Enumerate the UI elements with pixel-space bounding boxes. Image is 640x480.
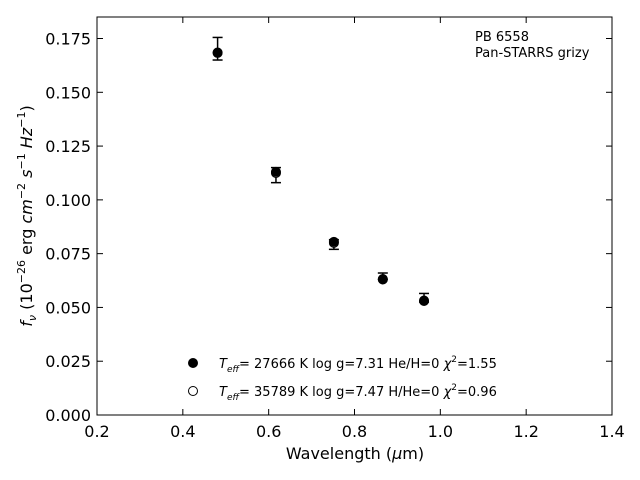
y-tick-label: 0.100 [45, 191, 91, 210]
x-tick-label: 1.2 [513, 422, 538, 441]
x-tick-label: 0.2 [84, 422, 109, 441]
x-tick-label: 1.0 [428, 422, 453, 441]
legend-marker-filled [188, 358, 198, 368]
y-tick-label: 0.025 [45, 352, 91, 371]
x-axis-label: Wavelength (μm) [286, 444, 424, 463]
model-point-filled [212, 47, 223, 58]
x-tick-label: 0.8 [342, 422, 367, 441]
annotation-line-1: PB 6558 [475, 30, 529, 45]
x-tick-label: 0.4 [170, 422, 195, 441]
x-tick-label: 0.6 [256, 422, 281, 441]
y-tick-label: 0.150 [45, 83, 91, 102]
legend-entry-2: Teff= 35789 K log g=7.47 H/He=0 χ2=0.96 [219, 383, 497, 403]
annotation-line-2: Pan-STARRS grizy [475, 46, 590, 61]
legend-marker-open [188, 386, 198, 396]
plot-frame [96, 16, 613, 416]
legend: Teff= 27666 K log g=7.31 He/H=0 χ2=1.55 … [188, 355, 497, 403]
y-tick-label: 0.175 [45, 30, 91, 49]
model-point-filled [328, 236, 339, 247]
model-point-filled [377, 274, 388, 285]
legend-entry-1: Teff= 27666 K log g=7.31 He/H=0 χ2=1.55 [219, 355, 497, 375]
x-tick-label: 1.4 [599, 422, 624, 441]
model-point-filled [419, 295, 430, 306]
y-tick-label: 0.125 [45, 137, 91, 156]
y-tick-label: 0.000 [45, 406, 91, 425]
y-axis-label: fν (10−26 erg cm−2 s−1 Hz−1) [15, 105, 39, 326]
model-point-filled [270, 166, 281, 177]
y-tick-label: 0.075 [45, 245, 91, 264]
y-tick-label: 0.050 [45, 298, 91, 317]
